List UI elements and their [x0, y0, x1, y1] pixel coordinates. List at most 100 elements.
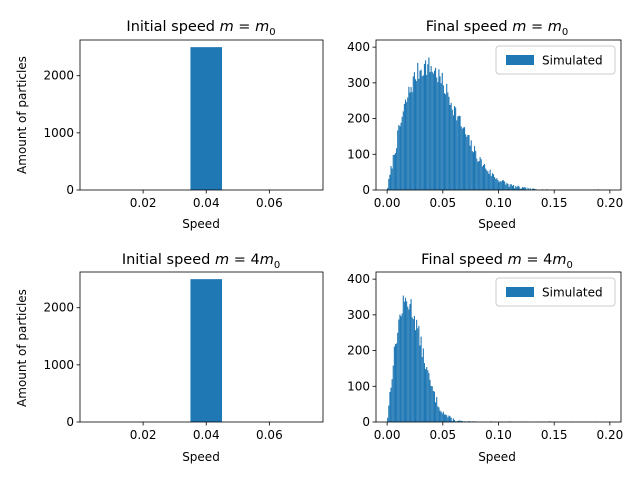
- legend-label: Simulated: [542, 286, 603, 300]
- histogram-bar: [453, 106, 456, 190]
- histogram-bar: [423, 63, 425, 190]
- legend-label: Simulated: [542, 54, 603, 68]
- legend-swatch: [506, 55, 534, 65]
- histogram-bar: [398, 319, 400, 422]
- histogram-bar: [401, 313, 403, 422]
- histogram-bar: [457, 420, 459, 422]
- y-tick-label: 0: [362, 415, 370, 429]
- bars: [190, 47, 223, 190]
- histogram-bar: [428, 57, 430, 190]
- histogram-bar: [400, 316, 402, 422]
- histogram-bar: [457, 116, 459, 190]
- histogram-bar: [414, 330, 417, 422]
- y-axis-label: Amount of particles: [15, 289, 29, 407]
- histogram-bar: [439, 410, 441, 422]
- histogram-bar: [406, 301, 408, 422]
- histogram-bar: [442, 85, 444, 190]
- histogram-bar: [190, 47, 223, 190]
- histogram-bar: [494, 177, 496, 190]
- histogram-bar: [394, 153, 397, 190]
- histogram-bar: [529, 188, 531, 190]
- histogram-bar: [431, 386, 433, 422]
- histogram-bar: [394, 344, 397, 422]
- histogram-bar: [388, 405, 390, 422]
- histogram-bar: [419, 70, 421, 190]
- histogram-bar: [468, 135, 470, 190]
- histogram-bar: [399, 126, 401, 190]
- histogram-bar: [397, 130, 399, 190]
- histogram-bar: [420, 69, 422, 190]
- histogram-bar: [466, 136, 468, 190]
- histogram-bar: [480, 159, 482, 190]
- x-tick-label: 0.15: [541, 196, 568, 210]
- y-tick-label: 400: [347, 272, 370, 286]
- histogram-bar: [491, 173, 493, 190]
- histogram-bar: [442, 411, 444, 422]
- histogram-bar: [413, 315, 415, 422]
- histogram-bar: [420, 336, 422, 422]
- histogram-bar: [461, 128, 463, 190]
- histogram-bar: [504, 181, 506, 190]
- histogram-bar: [441, 72, 443, 190]
- histogram-bar: [425, 369, 427, 422]
- y-tick-label: 1000: [43, 358, 74, 372]
- histogram-bar: [446, 415, 448, 422]
- histogram-bar: [433, 70, 436, 190]
- histogram-bar: [412, 319, 414, 422]
- y-tick-label: 0: [66, 183, 74, 197]
- histogram-bar: [404, 99, 407, 190]
- x-tick-label: 0.05: [429, 428, 456, 442]
- histogram-bar: [450, 417, 452, 422]
- histogram-bar: [471, 151, 473, 190]
- histogram-bar: [509, 184, 511, 190]
- histogram-bar: [478, 161, 480, 190]
- histogram-bar: [417, 328, 419, 422]
- histogram-bar: [499, 181, 501, 190]
- histogram-bar: [525, 187, 527, 190]
- legend: Simulated: [495, 277, 616, 307]
- histogram-bar: [430, 66, 432, 190]
- histogram-bar: [431, 71, 433, 190]
- x-tick-label: 0.15: [541, 428, 568, 442]
- histogram-bar: [406, 102, 408, 190]
- histogram-bar: [410, 87, 412, 190]
- histogram-bar: [432, 73, 434, 190]
- histogram-bar: [401, 116, 403, 190]
- histogram-bar: [448, 96, 450, 190]
- y-tick-label: 0: [362, 183, 370, 197]
- histogram-bar: [388, 178, 390, 190]
- histogram-bar: [426, 75, 428, 190]
- histogram-bar: [389, 392, 391, 422]
- y-tick-label: 2000: [43, 301, 74, 315]
- histogram-bar: [443, 93, 446, 190]
- histogram-bar: [438, 407, 440, 422]
- histogram-bar: [463, 127, 466, 190]
- histogram-bar: [448, 415, 450, 422]
- histogram-bar: [421, 357, 423, 422]
- bars: [387, 57, 606, 190]
- histogram-bar: [516, 187, 518, 190]
- histogram-bar: [477, 161, 479, 190]
- histogram-bar: [440, 411, 442, 422]
- x-tick-label: 0.20: [597, 196, 624, 210]
- histogram-bar: [410, 299, 412, 422]
- y-tick-label: 300: [347, 76, 370, 90]
- x-tick-label: 0.20: [597, 428, 624, 442]
- histogram-bar: [495, 178, 497, 190]
- chart-title: Initial speed m = m0: [126, 19, 275, 38]
- histogram-bar: [458, 420, 460, 422]
- x-tick-label: 0.10: [485, 196, 512, 210]
- histogram-bar: [397, 332, 399, 422]
- histogram-bar: [446, 83, 448, 190]
- bars: [387, 295, 610, 422]
- histogram-bar: [523, 187, 525, 190]
- histogram-bar: [456, 120, 458, 190]
- histogram-bar: [427, 370, 429, 422]
- histogram-bar: [403, 103, 405, 190]
- histogram-bar: [505, 184, 507, 190]
- legend: Simulated: [495, 45, 616, 75]
- histogram-bar: [402, 111, 404, 190]
- histogram-bar: [533, 188, 535, 190]
- x-tick-label: 0.02: [130, 428, 157, 442]
- histogram-bar: [449, 416, 451, 422]
